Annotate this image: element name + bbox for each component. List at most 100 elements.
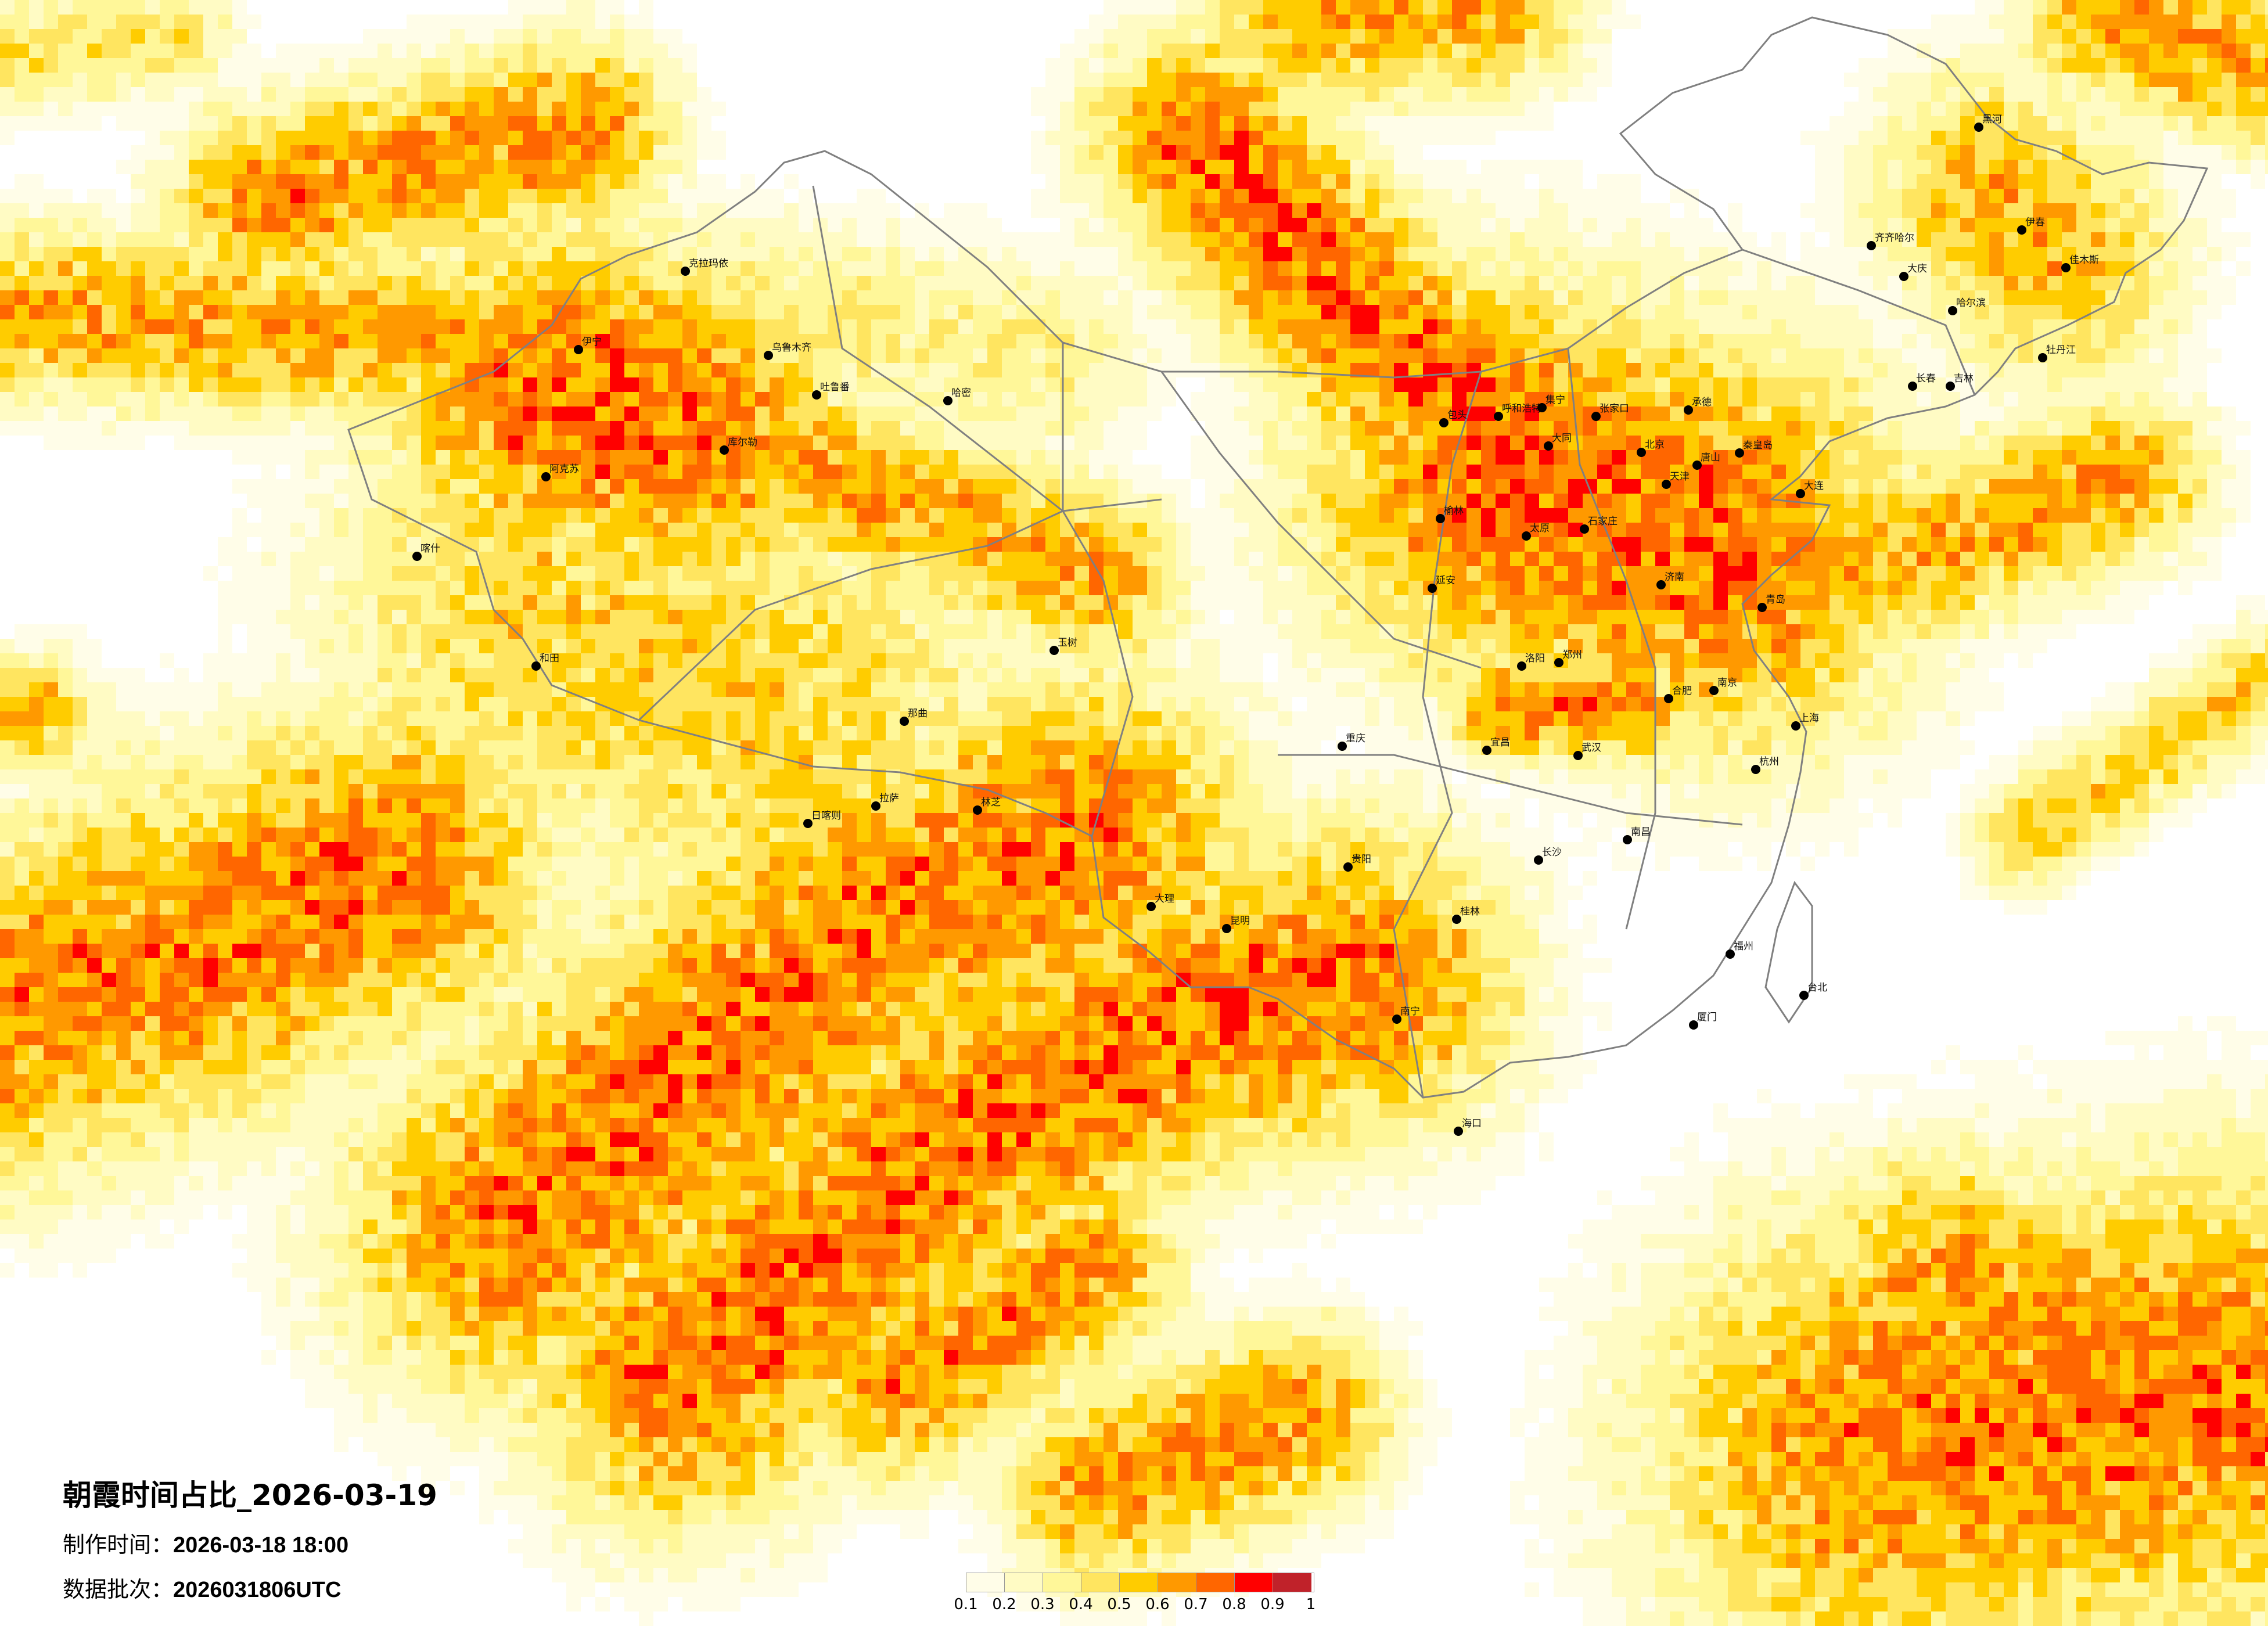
city-marker: 厦门 — [1689, 1012, 1717, 1030]
city-marker: 上海 — [1791, 713, 1819, 731]
legend-swatch — [1081, 1573, 1120, 1592]
city-marker: 桂林 — [1452, 906, 1480, 924]
city-label: 库尔勒 — [728, 437, 757, 448]
city-label: 秦皇岛 — [1743, 440, 1773, 451]
city-dot-icon — [871, 801, 880, 811]
city-dot-icon — [1494, 412, 1503, 421]
city-label: 哈密 — [951, 387, 971, 399]
city-label: 洛阳 — [1525, 653, 1545, 664]
province-borders — [347, 16, 2209, 1099]
city-label: 吐鲁番 — [820, 382, 850, 393]
city-marker: 榆林 — [1436, 505, 1464, 523]
city-marker: 和田 — [531, 653, 559, 671]
city-marker: 武汉 — [1573, 742, 1601, 760]
city-label: 黑河 — [1982, 114, 2002, 125]
city-marker: 唐山 — [1692, 451, 1720, 470]
city-label: 郑州 — [1562, 649, 1582, 661]
city-dot-icon — [1522, 531, 1531, 541]
city-dot-icon — [1899, 272, 1908, 281]
legend-tick-label: 0.6 — [1145, 1596, 1170, 1613]
city-label: 南宁 — [1400, 1006, 1420, 1017]
legend-tick-label: 0.5 — [1107, 1596, 1131, 1613]
border-line — [1160, 371, 1482, 669]
city-label: 桂林 — [1460, 906, 1480, 918]
city-marker: 秦皇岛 — [1735, 440, 1773, 458]
city-marker: 哈尔滨 — [1948, 297, 1986, 315]
legend-tick-label: 0.3 — [1030, 1596, 1055, 1613]
city-label: 石家庄 — [1588, 516, 1618, 527]
city-dot-icon — [1146, 902, 1156, 911]
legend-swatch — [1005, 1573, 1043, 1592]
border-line — [638, 498, 1162, 721]
city-label: 南昌 — [1631, 826, 1651, 838]
city-marker: 佳木斯 — [2061, 254, 2099, 272]
city-marker: 长春 — [1908, 373, 1936, 391]
border-line — [347, 16, 2209, 1099]
city-label: 福州 — [1734, 941, 1753, 952]
city-label: 海口 — [1462, 1118, 1482, 1129]
city-label: 大同 — [1552, 433, 1572, 444]
border-line — [812, 185, 1063, 512]
legend-swatch — [1158, 1573, 1196, 1592]
city-dot-icon — [1452, 915, 1461, 924]
city-dot-icon — [2061, 263, 2071, 272]
city-dot-icon — [1791, 721, 1800, 731]
city-marker: 伊春 — [2017, 217, 2045, 235]
city-marker: 吉林 — [1946, 373, 1974, 391]
city-marker: 喀什 — [412, 543, 440, 561]
city-marker: 郑州 — [1554, 649, 1582, 667]
city-dot-icon — [1338, 742, 1347, 751]
city-dot-icon — [412, 552, 422, 561]
legend-tick-label: 0.9 — [1260, 1596, 1285, 1613]
city-dot-icon — [1946, 382, 1955, 391]
city-dot-icon — [1573, 751, 1583, 760]
city-marker: 南宁 — [1392, 1006, 1420, 1024]
city-dot-icon — [1222, 924, 1231, 933]
city-dot-icon — [2038, 353, 2047, 362]
legend-tick-label: 1 — [1306, 1596, 1316, 1613]
city-marker: 贵阳 — [1343, 854, 1371, 872]
city-label: 集宁 — [1545, 394, 1565, 406]
city-label: 张家口 — [1600, 403, 1629, 415]
city-dot-icon — [1684, 405, 1693, 415]
title-block: 朝霞时间占比_2026-03-19 制作时间：2026-03-18 18:00 … — [63, 1472, 437, 1603]
city-marker: 牡丹江 — [2038, 344, 2076, 362]
legend-labels: 0.1 0.2 0.3 0.4 0.5 0.6 0.7 0.8 0.9 1 — [954, 1592, 1316, 1613]
city-label: 大连 — [1804, 480, 1824, 492]
legend-swatch — [1043, 1573, 1081, 1592]
city-marker: 石家庄 — [1580, 516, 1618, 534]
border-line — [1764, 880, 1813, 1024]
city-dot-icon — [1637, 448, 1646, 457]
city-marker: 合肥 — [1664, 685, 1692, 703]
city-dot-icon — [764, 351, 773, 360]
city-marker: 延安 — [1428, 575, 1455, 593]
city-label: 青岛 — [1766, 594, 1785, 606]
color-legend: 0.1 0.2 0.3 0.4 0.5 0.6 0.7 0.8 0.9 1 — [954, 1573, 1316, 1613]
city-marker: 吐鲁番 — [812, 382, 850, 400]
city-dot-icon — [1049, 646, 1059, 655]
city-label: 伊宁 — [582, 336, 602, 348]
legend-tick-label: 0.8 — [1222, 1596, 1246, 1613]
city-marker: 大庆 — [1899, 263, 1927, 281]
city-label: 乌鲁木齐 — [772, 342, 811, 354]
city-label: 包头 — [1447, 409, 1467, 421]
city-marker: 玉树 — [1049, 637, 1077, 655]
city-label: 拉萨 — [879, 793, 899, 804]
city-dot-icon — [1580, 524, 1589, 534]
city-marker: 张家口 — [1591, 403, 1629, 421]
city-marker: 承德 — [1684, 397, 1712, 415]
city-label: 呼和浩特 — [1502, 403, 1541, 415]
city-marker: 长沙 — [1534, 847, 1562, 865]
city-dot-icon — [1948, 306, 1957, 315]
legend-swatch — [1196, 1573, 1235, 1592]
city-label: 哈尔滨 — [1956, 297, 1986, 309]
city-dot-icon — [1591, 412, 1601, 421]
city-marker: 乌鲁木齐 — [764, 342, 811, 360]
city-label: 合肥 — [1672, 685, 1692, 697]
production-time: 制作时间：2026-03-18 18:00 — [63, 1532, 349, 1557]
city-dot-icon — [1454, 1127, 1463, 1136]
city-marker: 杭州 — [1751, 756, 1779, 774]
